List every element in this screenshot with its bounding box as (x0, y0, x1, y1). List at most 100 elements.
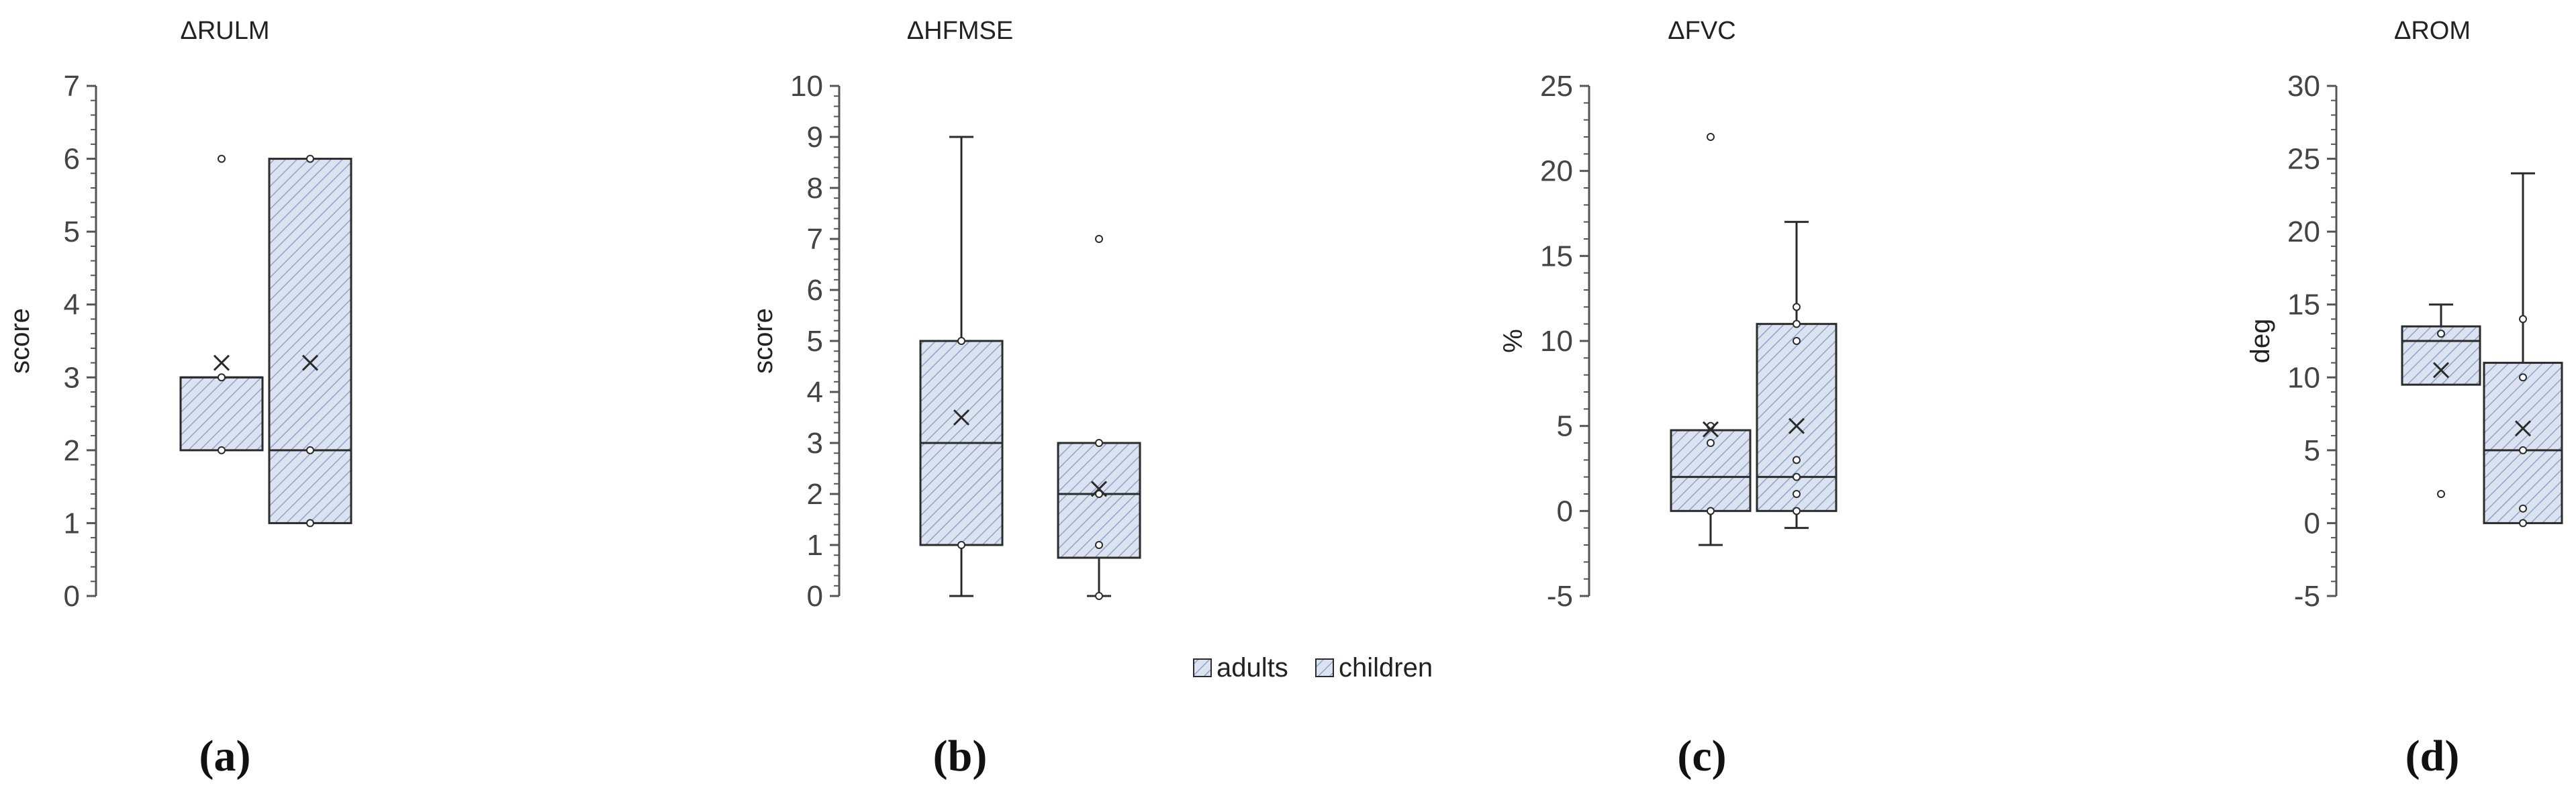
data-point (2437, 330, 2445, 338)
legend: adults children (1193, 653, 1433, 683)
data-point (1095, 490, 1103, 498)
data-point (1095, 439, 1103, 447)
data-point (1793, 319, 1801, 328)
outlier-point (1095, 235, 1103, 243)
y-tick-label: 25 (2287, 143, 2320, 176)
y-tick-label: 25 (1540, 70, 1573, 103)
chart-title: ΔHFMSE (907, 17, 1013, 45)
y-tick-label: 4 (807, 376, 823, 409)
y-tick-label: 8 (807, 172, 823, 205)
y-tick-label: -5 (1547, 580, 1573, 613)
y-tick-label: 3 (807, 427, 823, 460)
chart-title: ΔROM (2394, 17, 2471, 45)
panel-label: (d) (2405, 732, 2460, 781)
data-point (1095, 541, 1103, 549)
chart-panel-3: ΔFVC -5 0 5 10 15 20 25% (c) (1498, 17, 1838, 781)
panel-label: (b) (933, 732, 988, 781)
data-point (957, 337, 965, 345)
y-tick-label: 3 (64, 361, 80, 394)
mean-marker (2514, 420, 2532, 437)
data-point (1793, 337, 1801, 345)
data-point (306, 446, 314, 454)
mean-marker (1090, 481, 1108, 497)
y-tick-label: 30 (2287, 70, 2320, 103)
y-tick-label: 5 (2304, 434, 2320, 467)
y-tick-label: 10 (1540, 325, 1573, 358)
legend-swatch (1315, 658, 1334, 677)
box-children (1756, 221, 1838, 530)
data-point (1095, 592, 1103, 600)
mean-marker (2432, 362, 2450, 379)
y-tick-label: 6 (807, 274, 823, 307)
y-tick-label: 0 (2304, 507, 2320, 540)
data-point (1707, 507, 1715, 515)
chart-panel-2: ΔHFMSE 0 1 2 3 4 5 6 7 8 9 10 score (b) (749, 17, 1141, 781)
y-tick-label: 6 (64, 143, 80, 176)
y-axis-label: score (749, 308, 778, 374)
y-tick-label: 2 (807, 478, 823, 511)
outlier-point (2437, 490, 2445, 498)
y-tick-label: 5 (1557, 410, 1573, 443)
box-children (2483, 172, 2563, 528)
data-point (1793, 303, 1801, 311)
data-point (1793, 507, 1801, 515)
data-point (306, 154, 314, 163)
y-tick-label: 2 (64, 434, 80, 467)
legend-item-adults: adults (1193, 653, 1288, 683)
y-tick-label: -5 (2294, 580, 2320, 613)
outlier-point (1707, 133, 1715, 141)
mean-marker (1702, 421, 1719, 438)
data-point (1793, 490, 1801, 498)
box-body (2483, 362, 2563, 524)
box-children (268, 154, 352, 528)
y-tick-label: 1 (807, 529, 823, 562)
y-tick-label: 4 (64, 289, 80, 321)
box-body (179, 376, 264, 452)
data-point (2519, 315, 2527, 324)
data-point (2519, 373, 2527, 382)
legend-label: adults (1217, 653, 1288, 683)
data-point (218, 373, 226, 382)
y-tick-label: 0 (64, 580, 80, 613)
box-adults (2401, 303, 2481, 498)
box-adults (1670, 133, 1752, 546)
y-axis-label: % (1498, 329, 1528, 353)
y-tick-label: 7 (64, 70, 80, 103)
y-tick-label: 15 (2287, 289, 2320, 321)
y-tick-label: 20 (2287, 215, 2320, 248)
panel-label: (c) (1677, 732, 1726, 781)
data-point (1793, 472, 1801, 481)
box-children (1057, 235, 1141, 600)
legend-item-children: children (1315, 653, 1433, 683)
y-tick-label: 10 (790, 70, 823, 103)
chart-title: ΔRULM (180, 17, 269, 45)
y-tick-label: 15 (1540, 240, 1573, 272)
data-point (2519, 519, 2527, 528)
data-point (2519, 504, 2527, 513)
y-tick-label: 20 (1540, 155, 1573, 188)
box-body (1057, 442, 1141, 559)
y-tick-label: 0 (807, 580, 823, 613)
y-tick-label: 0 (1557, 495, 1573, 528)
box-adults (919, 136, 1004, 597)
chart-panels: ΔRULM 0 1 2 3 4 5 6 7 score (a) ΔHFMSE 0 1 2 3 4 5 6 7 8 9 10 s… (5, 17, 2563, 781)
legend-swatch (1193, 658, 1212, 677)
box-body (268, 158, 352, 524)
mean-marker (213, 354, 230, 371)
data-point (1707, 439, 1715, 447)
outlier-point (218, 154, 226, 163)
panel-label: (a) (199, 732, 251, 781)
data-point (957, 541, 965, 549)
data-point (2519, 446, 2527, 454)
y-axis-label: score (5, 308, 35, 374)
y-tick-label: 10 (2287, 361, 2320, 394)
y-axis-label: deg (2246, 319, 2275, 364)
chart-panel-4: ΔROM -5 0 5 10 15 20 25 30 deg (d) (2246, 17, 2563, 781)
mean-marker (953, 409, 970, 426)
chart-title: ΔFVC (1668, 17, 1735, 45)
box-body (1756, 323, 1838, 512)
data-point (1793, 456, 1801, 464)
legend-label: children (1339, 653, 1433, 683)
y-tick-label: 5 (807, 325, 823, 358)
